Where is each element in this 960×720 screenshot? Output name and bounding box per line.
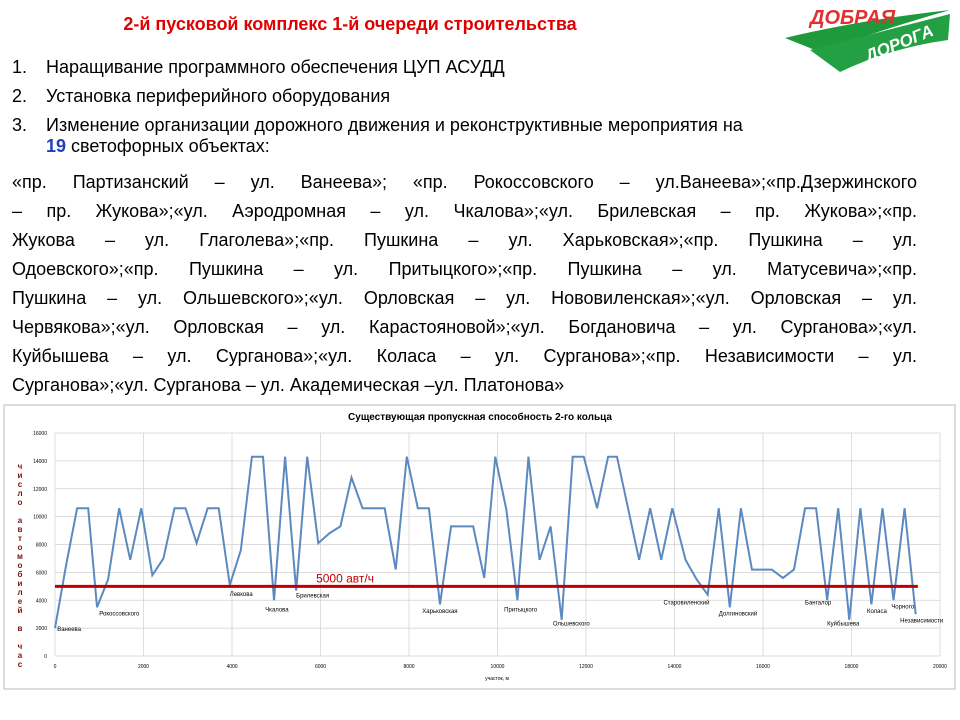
list-number: 3. [12, 115, 28, 135]
chart-title: Существующая пропускная способность 2-го… [348, 411, 612, 423]
list-item: 1. Наращивание программного обеспечения Ц… [12, 57, 505, 78]
list-number: 1. [12, 57, 28, 77]
annotation: Независимости [900, 619, 943, 625]
text-line: Одоевского»;«пр. Пушкина – ул. Притыцког… [12, 259, 917, 279]
text-line: Куйбышева – ул. Сурганова»;«ул. Коласа –… [12, 346, 917, 366]
x-axis-label: участок, м [485, 676, 509, 682]
annotation: Ольшевского [553, 621, 591, 627]
y-tick-label: 16000 [33, 431, 47, 437]
x-tick-label: 2000 [138, 664, 149, 670]
intersections: «пр. Партизанский – ул. Ванеева»; «пр. Р… [12, 168, 917, 400]
chart-frame [3, 404, 956, 690]
text-line: Пушкина – ул. Ольшевского»;«ул. Орловска… [12, 288, 917, 308]
annotation: Харьковская [422, 609, 457, 615]
data-line [54, 455, 917, 629]
text-line: Червякова»;«ул. Орловская – ул. Карастоя… [12, 317, 917, 337]
list-text: Наращивание программного обеспечения ЦУП… [46, 57, 505, 77]
annotation: Рокоссовского [99, 612, 140, 618]
annotation: Чорного [891, 605, 914, 611]
annotation: Ванеева [57, 627, 81, 633]
x-tick-label: 18000 [845, 664, 859, 670]
x-tick-label: 16000 [756, 664, 770, 670]
list-text: светофорных объектах: [71, 136, 270, 156]
annotation: Левкова [230, 592, 254, 598]
y-tick-label: 4000 [36, 598, 47, 604]
y-tick-label: 2000 [36, 626, 47, 632]
annotation: Долгиновский [719, 611, 757, 618]
y-tick-label: 14000 [33, 459, 47, 465]
annotation: Старовиленский [663, 599, 709, 606]
x-tick-label: 6000 [315, 664, 326, 670]
x-tick-label: 0 [54, 664, 57, 670]
y-tick-label: 0 [44, 654, 47, 660]
list-number: 2. [12, 86, 28, 106]
y-tick-label: 10000 [33, 515, 47, 521]
x-tick-label: 10000 [491, 664, 505, 670]
y-axis-label: число автомобилей в час [16, 462, 25, 669]
list-text: Изменение организации дорожного движения… [46, 115, 743, 135]
text-line: – пр. Жукова»;«ул. Аэродромная – ул. Чка… [12, 201, 917, 221]
annotation: Бангалор [805, 600, 832, 606]
x-tick-label: 14000 [668, 664, 682, 670]
list-item: 3. Изменение организации дорожного движен… [12, 115, 932, 157]
annotation: Брилевская [296, 593, 329, 599]
list-text: Установка периферийного оборудования [46, 86, 391, 106]
text-line: «пр. Партизанский – ул. Ванеева»; «пр. Р… [12, 172, 917, 192]
x-tick-label: 20000 [933, 664, 947, 670]
logo-swoosh [785, 10, 950, 52]
y-tick-label: 12000 [33, 487, 47, 493]
logo-text: ДОБРАЯ [808, 7, 896, 29]
annotation: Куйбышева [827, 620, 860, 627]
logo-band [810, 14, 950, 72]
list-item: 2. Установка периферийного оборудования [12, 86, 390, 107]
y-tick-label: 6000 [36, 570, 47, 576]
threshold-label: 5000 авт/ч [316, 571, 374, 585]
logo: ДОБРАЯ ДОРОГА [785, 7, 950, 72]
annotation: Притыцкого [504, 607, 538, 613]
annotation: Коласа [867, 609, 888, 615]
text-line: Жукова – ул. Глаголева»;«пр. Пушкина – у… [12, 230, 917, 250]
annotation: Чкалова [265, 607, 289, 613]
x-tick-label: 4000 [226, 664, 237, 670]
x-tick-label: 12000 [579, 664, 593, 670]
text-line: Сурганова»;«ул. Сурганова – ул. Академич… [12, 375, 565, 395]
x-tick-label: 8000 [403, 664, 414, 670]
y-tick-label: 8000 [36, 543, 47, 549]
object-count: 19 [46, 136, 67, 156]
slide-title: 2-й пусковой комплекс 1-й очереди строит… [123, 14, 577, 34]
